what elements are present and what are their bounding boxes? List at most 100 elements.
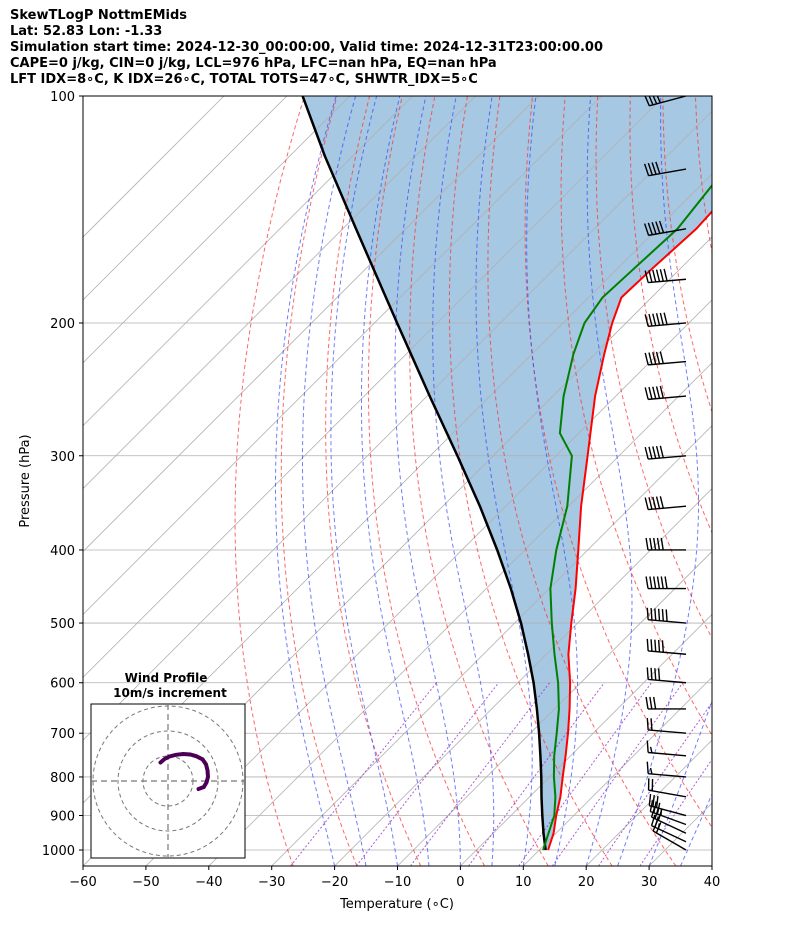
wind-barb-flag <box>656 576 661 589</box>
y-tick-label: 500 <box>50 617 75 632</box>
wind-barb-flag <box>649 576 653 589</box>
isotherm-line <box>208 362 712 866</box>
wind-barb-flag <box>652 386 657 399</box>
wind-barb-shaft <box>652 830 687 851</box>
wind-barb <box>644 96 687 107</box>
dry-adiabat <box>325 96 422 866</box>
mixing-ratio-line <box>518 682 652 866</box>
y-tick-label: 700 <box>50 727 75 742</box>
moist-adiabat <box>475 96 533 866</box>
isotherm-line <box>83 96 413 427</box>
wind-barb-flag <box>655 386 661 399</box>
wind-barb-flag <box>655 795 659 808</box>
wind-barb-flag <box>646 667 649 680</box>
wind-barb-shaft <box>651 825 687 843</box>
wind-barb <box>648 794 687 817</box>
wind-barb-flag <box>650 718 653 731</box>
moist-adiabat <box>330 96 398 866</box>
wind-barb-flag <box>659 312 664 326</box>
wind-barb-flag <box>652 313 657 326</box>
chart-title: SkewTLogP NottmEMids <box>10 8 188 23</box>
wind-barb <box>643 161 687 177</box>
wind-barb-flag <box>646 717 649 730</box>
wind-barb <box>646 761 687 778</box>
wind-barb <box>645 537 686 551</box>
wind-barb-flag <box>660 576 664 589</box>
moist-adiabat <box>617 96 699 866</box>
moist-adiabat <box>648 699 712 866</box>
wind-barb-flag <box>655 313 661 326</box>
isotherm-line <box>460 613 712 866</box>
dry-adiabat <box>234 96 305 866</box>
wind-barb-flag <box>644 314 649 327</box>
wind-barb-flag <box>649 696 653 710</box>
wind-barb-shaft <box>648 650 687 655</box>
wind-barb-flag <box>648 446 653 459</box>
dry-adiabat <box>487 96 677 866</box>
wind-barb <box>644 385 687 401</box>
wind-barb-flag <box>658 220 665 233</box>
hodograph-trace <box>158 751 211 791</box>
wind-barb <box>646 740 687 757</box>
cin-shading <box>302 96 712 850</box>
wind-barb-flag <box>653 537 657 551</box>
wind-barb <box>643 220 687 237</box>
stability-indices-label: LFT IDX=8∘C, K IDX=26∘C, TOTAL TOTS=47∘C… <box>10 72 478 87</box>
x-tick-label: −40 <box>195 875 222 890</box>
wind-barb-flag <box>648 794 652 806</box>
x-tick-label: −30 <box>258 875 285 890</box>
wind-barb-flag <box>645 696 649 710</box>
x-tick-label: −50 <box>132 875 159 890</box>
wind-barb <box>645 576 686 590</box>
hodograph-ring <box>117 730 219 832</box>
wind-barb-flag <box>650 667 653 680</box>
wind-barb <box>644 496 687 511</box>
time-label: Simulation start time: 2024-12-30_00:00:… <box>10 40 603 55</box>
x-axis-label: Temperature (∘C) <box>339 897 454 912</box>
x-tick-label: 40 <box>704 875 721 890</box>
wind-barb-flag <box>656 96 661 104</box>
wind-barb-flag <box>643 223 650 236</box>
dry-adiabat <box>524 96 712 829</box>
location-label: Lat: 52.83 Lon: -1.33 <box>10 24 163 39</box>
isotherm-line <box>83 96 476 490</box>
dry-adiabat <box>448 96 613 866</box>
wind-barb-flag <box>652 795 655 807</box>
isotherm-line <box>523 676 712 866</box>
wind-barb-flag <box>654 639 657 652</box>
wind-barb-shaft <box>649 96 687 107</box>
wind-barb <box>646 638 687 655</box>
y-tick-label: 600 <box>50 677 75 692</box>
x-tick-label: −10 <box>384 875 411 890</box>
hodograph-subtitle: 10m/s increment <box>113 686 227 700</box>
wind-barb-flag <box>655 351 661 365</box>
moist-adiabat <box>680 793 712 866</box>
wind-barb-flag <box>652 496 657 510</box>
wind-barb-flag <box>652 352 657 365</box>
moist-adiabat <box>526 96 578 866</box>
wind-barb <box>645 696 686 710</box>
wind-barb-flag <box>649 767 653 775</box>
y-tick-label: 900 <box>50 810 75 825</box>
wind-barb-flag <box>648 270 653 283</box>
dry-adiabat <box>728 96 794 866</box>
wind-barb <box>649 800 687 826</box>
wind-barb-flag <box>653 576 657 589</box>
wind-barb-flag <box>654 816 660 828</box>
y-tick-label: 400 <box>50 544 75 559</box>
wind-barb-flag <box>648 352 653 365</box>
isotherm-line <box>83 110 712 741</box>
wind-barb-flag <box>652 96 658 105</box>
wind-barb-shaft <box>648 168 687 177</box>
wind-barb-flag <box>654 608 657 621</box>
wind-barb-shaft <box>648 505 687 511</box>
wind-barb-flag <box>661 640 664 653</box>
dry-adiabat <box>629 96 712 534</box>
mixing-ratio-line <box>551 682 684 866</box>
dry-adiabat <box>280 96 358 866</box>
isotherm-line <box>83 96 351 364</box>
wind-barb-flag <box>659 496 664 509</box>
wind-barb-flag <box>663 268 668 282</box>
wind-barb-flag <box>665 609 668 622</box>
wind-barb-shaft <box>648 789 687 798</box>
